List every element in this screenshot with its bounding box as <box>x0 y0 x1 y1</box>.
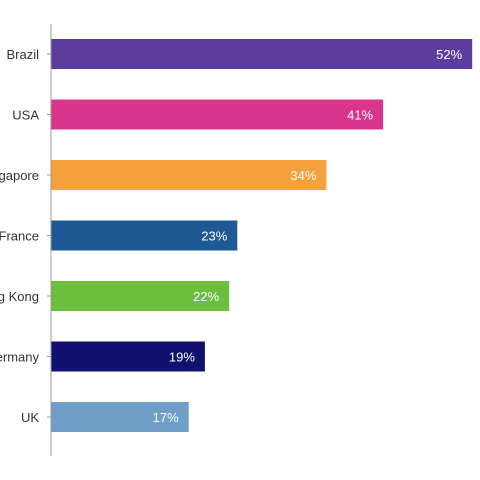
category-label-singapore: Singapore <box>0 168 39 183</box>
bar-usa <box>51 99 384 130</box>
value-label-germany: 19% <box>169 350 195 365</box>
value-label-uk: 17% <box>153 410 179 425</box>
category-label-uk: UK <box>21 410 39 425</box>
bar-uk <box>51 402 189 432</box>
bar-hong-kong <box>51 281 230 311</box>
category-label-usa: USA <box>12 108 39 123</box>
value-label-usa: 41% <box>347 108 373 123</box>
value-label-singapore: 34% <box>290 168 316 183</box>
category-label-france: France <box>0 229 39 244</box>
value-label-hong-kong: 22% <box>193 289 219 304</box>
bar-singapore <box>51 160 327 190</box>
category-label-germany: Germany <box>0 350 39 365</box>
value-label-france: 23% <box>201 229 227 244</box>
axis-layer <box>47 24 52 456</box>
bar-brazil <box>51 39 473 69</box>
category-label-hong-kong: Hong Kong <box>0 289 39 304</box>
bars-layer <box>51 39 473 432</box>
bar-france <box>51 220 238 251</box>
category-label-brazil: Brazil <box>6 47 39 62</box>
bar-germany <box>51 341 205 372</box>
labels-layer: Brazil 52% USA 41% Singapore 34% France 23% Hong… <box>0 47 463 425</box>
value-label-brazil: 52% <box>436 47 462 62</box>
